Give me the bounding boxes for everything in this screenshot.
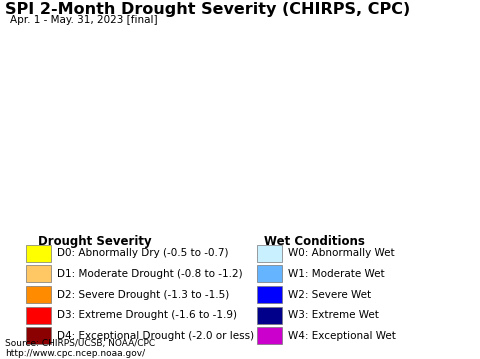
Bar — [26, 244, 51, 262]
Text: Apr. 1 - May. 31, 2023 [final]: Apr. 1 - May. 31, 2023 [final] — [10, 15, 157, 25]
Text: W1: Moderate Wet: W1: Moderate Wet — [288, 269, 384, 279]
Text: http://www.cpc.ncep.noaa.gov/: http://www.cpc.ncep.noaa.gov/ — [5, 349, 145, 358]
Text: D2: Severe Drought (-1.3 to -1.5): D2: Severe Drought (-1.3 to -1.5) — [57, 289, 229, 299]
Text: SPI 2-Month Drought Severity (CHIRPS, CPC): SPI 2-Month Drought Severity (CHIRPS, CP… — [5, 2, 410, 17]
Text: Wet Conditions: Wet Conditions — [264, 236, 365, 248]
Text: W4: Exceptional Wet: W4: Exceptional Wet — [288, 331, 396, 341]
Bar — [257, 286, 282, 303]
Text: D0: Abnormally Dry (-0.5 to -0.7): D0: Abnormally Dry (-0.5 to -0.7) — [57, 248, 228, 258]
Text: D3: Extreme Drought (-1.6 to -1.9): D3: Extreme Drought (-1.6 to -1.9) — [57, 310, 237, 320]
Bar — [26, 307, 51, 324]
Bar — [257, 327, 282, 344]
Bar — [26, 327, 51, 344]
Bar — [257, 244, 282, 262]
Bar — [26, 265, 51, 283]
Text: W2: Severe Wet: W2: Severe Wet — [288, 289, 371, 299]
Text: Source: CHIRPS/UCSB, NOAA/CPC: Source: CHIRPS/UCSB, NOAA/CPC — [5, 339, 155, 348]
Bar — [257, 265, 282, 283]
Text: D4: Exceptional Drought (-2.0 or less): D4: Exceptional Drought (-2.0 or less) — [57, 331, 254, 341]
Bar — [26, 286, 51, 303]
Text: D1: Moderate Drought (-0.8 to -1.2): D1: Moderate Drought (-0.8 to -1.2) — [57, 269, 243, 279]
Text: W3: Extreme Wet: W3: Extreme Wet — [288, 310, 378, 320]
Bar — [257, 307, 282, 324]
Text: Drought Severity: Drought Severity — [38, 236, 152, 248]
Text: W0: Abnormally Wet: W0: Abnormally Wet — [288, 248, 394, 258]
